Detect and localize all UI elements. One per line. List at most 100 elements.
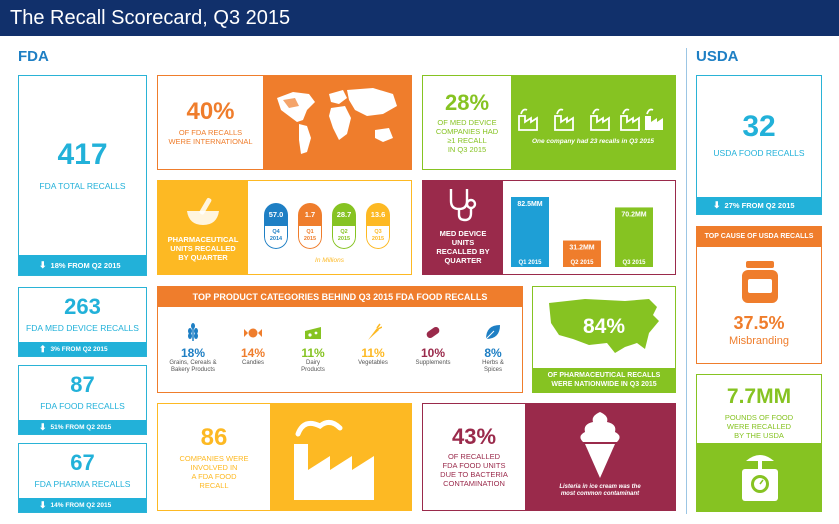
international-card: 40% OF FDA RECALLS WERE INTERNATIONAL xyxy=(157,75,412,170)
arrow-up-icon: ⬆ xyxy=(39,343,47,354)
med-units-bar xyxy=(563,240,601,267)
fda-pharma-label: FDA PHARMA RECALLS xyxy=(34,479,131,489)
arrow-down-icon: ⬇ xyxy=(713,200,721,210)
pill-q3-2015: 13.6 Q3 2015 xyxy=(366,203,390,249)
med-units-value-label: 82.5MM xyxy=(517,201,542,208)
pill-label: Q4 2014 xyxy=(264,226,288,249)
med-units-value-label: 70.2MM xyxy=(621,211,646,218)
food-category-pct: 11% xyxy=(301,346,325,360)
bacteria-note: Listeria in ice cream was the most common… xyxy=(559,484,641,497)
candy-icon xyxy=(244,328,262,338)
arrow-down-icon: ⬇ xyxy=(39,421,47,432)
world-map-icon xyxy=(277,88,397,154)
med-units-bar xyxy=(615,207,653,267)
pill-q4-2014: 57.0 Q4 2014 xyxy=(264,203,288,249)
med-units-bar xyxy=(511,197,549,267)
pill-label: Q2 2015 xyxy=(332,226,356,249)
food-category-pct: 11% xyxy=(361,346,385,360)
med-companies-value: 28% xyxy=(444,90,490,115)
fda-med-change: ⬆ 3% FROM Q2 2015 xyxy=(19,342,146,356)
food-category-item: 14% Candies xyxy=(220,323,286,367)
factory-panel xyxy=(270,404,411,510)
factories-panel: One company had 23 recalls in Q3 2015 xyxy=(511,76,675,169)
fda-med-label: FDA MED DEVICE RECALLS xyxy=(26,323,139,333)
pill-value: 1.7 xyxy=(298,203,322,226)
arrow-down-icon: ⬇ xyxy=(39,499,47,510)
page-title: The Recall Scorecard, Q3 2015 xyxy=(10,7,291,29)
food-categories-title: TOP PRODUCT CATEGORIES BEHIND Q3 2015 FD… xyxy=(158,287,522,307)
fda-total-value: 417 xyxy=(57,138,108,171)
pill-label: Q1 2015 xyxy=(298,226,322,249)
food-category-item: 18% Grains, Cereals & Bakery Products xyxy=(160,323,226,374)
scale-icon xyxy=(742,455,778,501)
usda-cause-card: TOP CAUSE OF USDA RECALLS 37.5% Misbrand… xyxy=(696,226,822,364)
fda-med-value: 263 xyxy=(64,294,101,319)
pharma-units-note: In Millions xyxy=(315,257,344,264)
food-category-name: Vegetables xyxy=(358,360,388,366)
usda-total-value: 32 xyxy=(742,110,776,143)
food-category-item: 10% Supplements xyxy=(400,323,466,367)
pill-value: 57.0 xyxy=(264,203,288,226)
med-units-category-label: Q1 2015 xyxy=(518,260,542,266)
food-category-pct: 8% xyxy=(484,346,502,360)
food-category-item: 8% Herbs & Spices xyxy=(460,323,526,374)
international-value: 40% xyxy=(186,98,235,125)
cheese-icon xyxy=(305,327,321,339)
med-companies-text: OF MED DEVICE COMPANIES HAD ≥1 RECALL IN Q3… xyxy=(435,118,499,154)
usda-total-label: USDA FOOD RECALLS xyxy=(713,148,805,158)
pill-q1-2015: 1.7 Q1 2015 xyxy=(298,203,322,249)
med-units-category-label: Q3 2015 xyxy=(622,260,646,266)
jar-icon xyxy=(742,261,778,303)
pill-value: 28.7 xyxy=(332,203,356,226)
food-category-item: 11% Dairy Products xyxy=(280,323,346,374)
med-companies-card: 28% OF MED DEVICE COMPANIES HAD ≥1 RECALL I… xyxy=(422,75,676,170)
title-bar: The Recall Scorecard, Q3 2015 xyxy=(0,0,839,36)
arrow-down-icon: ⬇ xyxy=(39,259,47,270)
usda-pounds-card: 7.7MM POUNDS OF FOOD WERE RECALLED BY THE … xyxy=(696,374,822,512)
fda-pharma-change: ⬇ 14% FROM Q2 2015 xyxy=(19,498,146,512)
carrot-icon xyxy=(368,323,383,340)
fda-food-label: FDA FOOD RECALLS xyxy=(40,401,125,411)
section-divider xyxy=(686,48,687,514)
fda-total-card: 417 FDA TOTAL RECALLS ⬇ 18% FROM Q2 2015 xyxy=(18,75,147,276)
pill-value: 13.6 xyxy=(366,203,390,226)
companies-card: 86 COMPANIES WERE INVOLVED IN A FDA FOOD RE… xyxy=(157,403,412,511)
nationwide-card: 84% OF PHARMACEUTICAL RECALLS WERE NATION… xyxy=(532,286,676,393)
food-category-name: Candies xyxy=(241,360,264,366)
med-units-panel: MED DEVICE UNITS RECALLED BY QUARTER xyxy=(423,181,503,274)
world-map-panel xyxy=(263,76,411,169)
usda-cause-value: 37.5% xyxy=(733,313,785,333)
scale-panel xyxy=(697,443,821,511)
fda-total-label: FDA TOTAL RECALLS xyxy=(39,181,126,191)
wheat-icon xyxy=(188,323,198,341)
pharma-units-card: PHARMACEUTICAL UNITS RECALLED BY QUARTER 5… xyxy=(157,180,412,275)
fda-pharma-card: 67 FDA PHARMA RECALLS ⬇ 14% FROM Q2 2015 xyxy=(18,443,147,513)
bacteria-text: OF RECALLED FDA FOOD UNITS DUE TO BACTERIA… xyxy=(440,452,508,488)
usda-pounds-value: 7.7MM xyxy=(726,385,792,408)
companies-value: 86 xyxy=(200,424,228,451)
usda-cause-header: TOP CAUSE OF USDA RECALLS xyxy=(697,227,821,247)
fda-pharma-value: 67 xyxy=(70,450,95,475)
food-category-name: Herbs & Spices xyxy=(482,360,504,373)
food-category-name: Grains, Cereals & Bakery Products xyxy=(169,360,217,373)
usda-section-label: USDA xyxy=(696,48,739,65)
fda-total-change: ⬇ 18% FROM Q2 2015 xyxy=(19,255,146,275)
food-category-name: Supplements xyxy=(415,360,451,366)
capsule-icon xyxy=(426,326,440,339)
ice-cream-icon xyxy=(580,412,620,478)
med-companies-note: One company had 23 recalls in Q3 2015 xyxy=(531,138,655,145)
usda-total-card: 32 USDA FOOD RECALLS ⬇ 27% FROM Q2 2015 xyxy=(696,75,822,215)
fda-section-label: FDA xyxy=(18,48,49,65)
food-categories-card: TOP PRODUCT CATEGORIES BEHIND Q3 2015 FD… xyxy=(157,286,523,393)
pill-q2-2015: 28.7 Q2 2015 xyxy=(332,203,356,249)
fda-food-change: ⬇ 51% FROM Q2 2015 xyxy=(19,420,146,434)
food-category-pct: 18% xyxy=(180,346,206,360)
nationwide-text: OF PHARMACEUTICAL RECALLS WERE NATIONWIDE… xyxy=(533,368,675,392)
nationwide-value: 84% xyxy=(582,315,626,338)
food-category-pct: 14% xyxy=(240,346,266,360)
food-category-pct: 10% xyxy=(420,346,446,360)
international-text: OF FDA RECALLS WERE INTERNATIONAL xyxy=(168,128,253,146)
stethoscope-icon xyxy=(449,189,477,222)
companies-text: COMPANIES WERE INVOLVED IN A FDA FOOD RECAL… xyxy=(179,454,249,490)
med-units-bar-chart: 82.5MM Q1 2015 31.2MM Q2 2015 70.2MM Q3 2015 xyxy=(511,197,653,267)
